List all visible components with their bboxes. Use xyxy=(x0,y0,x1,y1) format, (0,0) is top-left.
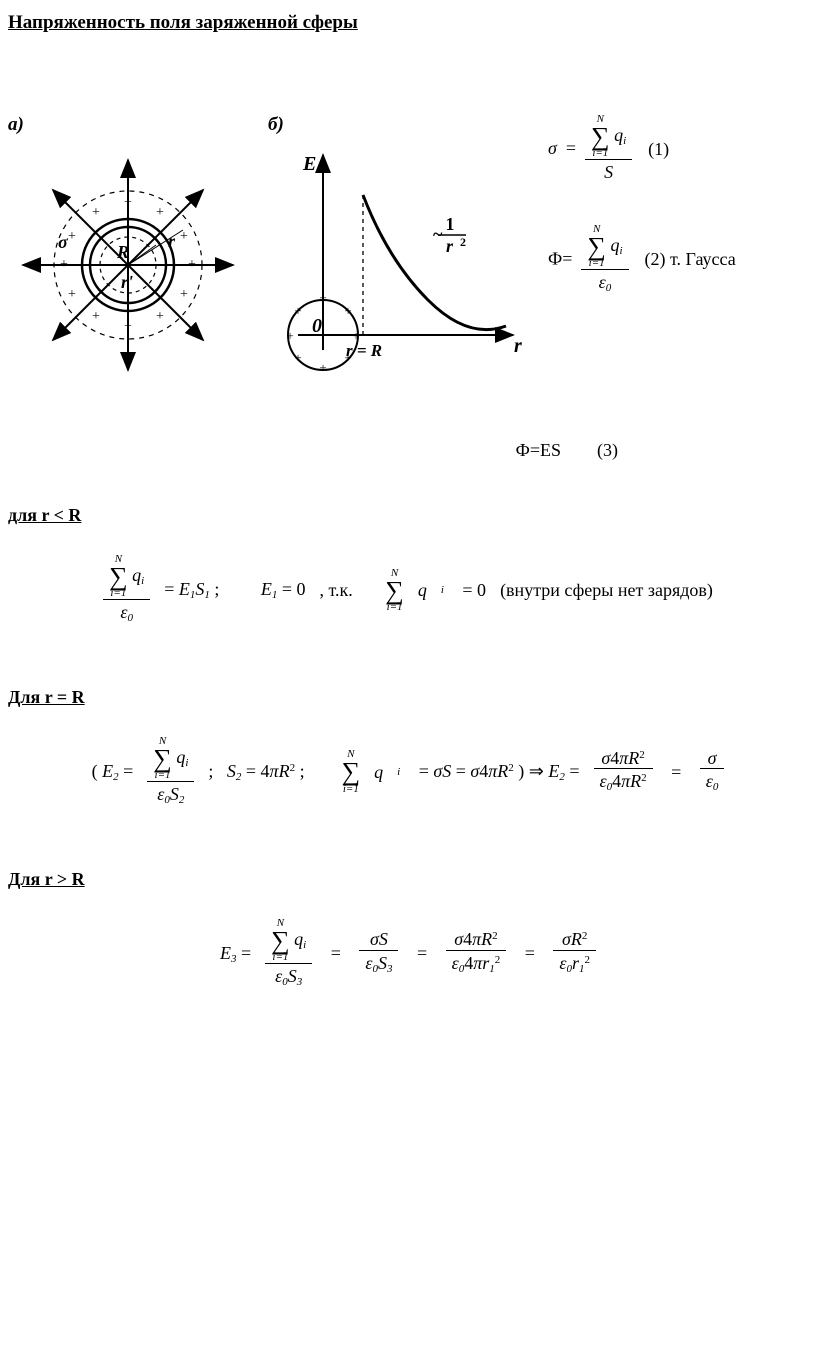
sub-i: i xyxy=(623,135,626,147)
svg-text:+: + xyxy=(92,205,100,220)
equation-3: Ф=ES xyxy=(516,440,561,460)
section-r-lt-R: для r < R xyxy=(8,505,808,526)
e30: 0 xyxy=(127,612,133,624)
figure-b-label: б) xyxy=(268,114,528,136)
svg-text:+: + xyxy=(68,229,76,244)
svg-text:+: + xyxy=(319,290,326,305)
page-title: Напряженность поля заряженной сферы xyxy=(8,12,808,34)
S: S xyxy=(604,162,613,182)
svg-text:2: 2 xyxy=(460,235,466,249)
derivation-r-eq-R: ( E2 = N∑i=1 qi ε0S2 ; S2 = 4πR2 ; N∑i=1… xyxy=(8,736,808,809)
E-vs-r-plot: ++ ++ ++ ++ E r 0 r = R ~ xyxy=(268,140,528,400)
svg-text:+: + xyxy=(286,328,293,343)
i1f: i=1 xyxy=(342,784,361,795)
svg-text:+: + xyxy=(294,303,301,318)
svg-text:σ: σ xyxy=(58,232,69,252)
equation-2: Ф= N ∑ i=1 qi ε0 (2) т. Гаусса xyxy=(548,224,808,297)
derivation-r-gt-R: E3 = N∑i=1 qi ε0S3 = σS ε0S3 = σ4πR2 ε04… xyxy=(8,918,808,991)
svg-text:+: + xyxy=(319,360,326,375)
svg-text:r': r' xyxy=(121,272,133,292)
svg-text:+: + xyxy=(156,205,164,220)
eps0: 0 xyxy=(606,282,612,294)
page: Напряженность поля заряженной сферы а) xyxy=(0,0,816,1362)
side-equations: σ = N ∑ i=1 qi S (1 xyxy=(548,114,808,334)
i4: i xyxy=(441,584,444,596)
i1g: i=1 xyxy=(271,952,290,963)
svg-text:+: + xyxy=(188,257,196,272)
svg-text:r = R: r = R xyxy=(346,341,382,360)
i1c: i=1 xyxy=(109,588,128,599)
figure-a-label: а) xyxy=(8,114,268,136)
svg-text:R: R xyxy=(116,242,129,262)
i3: i xyxy=(141,575,144,587)
q: q xyxy=(614,125,623,145)
eqnum-1: (1) xyxy=(648,139,669,160)
inside-note: (внутри сферы нет зарядов) xyxy=(500,580,713,601)
svg-text:+: + xyxy=(344,303,351,318)
q4: q xyxy=(418,580,427,601)
svg-text:+: + xyxy=(156,309,164,324)
svg-text:r: r xyxy=(514,335,522,357)
sub-i2: i xyxy=(619,244,622,256)
svg-text:+: + xyxy=(60,257,68,272)
svg-text:~: ~ xyxy=(433,224,443,244)
sphere-diagram: ++ ++ ++ ++ ++ ++ σ R r r' xyxy=(8,140,248,390)
figure-b: б) ++ ++ ++ xyxy=(268,114,528,400)
svg-text:+: + xyxy=(68,287,76,302)
svg-text:+: + xyxy=(294,350,301,365)
tk: , т.к. xyxy=(320,580,353,601)
sum-i1: i=1 xyxy=(591,148,610,159)
eps: ε xyxy=(599,272,606,292)
svg-text:1: 1 xyxy=(446,214,455,234)
i1d: i=1 xyxy=(385,602,404,613)
eqnum-3: (3) xyxy=(597,440,618,460)
svg-text:+: + xyxy=(124,319,132,334)
section-r-eq-R: Для r = R xyxy=(8,687,808,708)
eqnum-2: (2) т. Гаусса xyxy=(645,249,736,270)
equation-1: σ = N ∑ i=1 qi S (1 xyxy=(548,114,808,186)
figure-a: а) xyxy=(8,114,268,390)
svg-text:E: E xyxy=(302,153,316,175)
section-r-gt-R: Для r > R xyxy=(8,869,808,890)
i1e: i=1 xyxy=(153,770,172,781)
q3: q xyxy=(132,565,141,585)
svg-text:+: + xyxy=(180,287,188,302)
svg-text:0: 0 xyxy=(312,315,322,337)
svg-text:r: r xyxy=(168,231,176,251)
Phi: Ф xyxy=(548,248,562,268)
sigma: σ xyxy=(548,138,557,158)
svg-text:+: + xyxy=(124,195,132,210)
sum-i1b: i=1 xyxy=(587,258,606,269)
svg-text:+: + xyxy=(92,309,100,324)
svg-text:r: r xyxy=(446,236,454,256)
derivation-r-lt-R: N∑i=1 qi ε0 = E1S1 ; E1 = 0 , т.к. N∑i=1… xyxy=(8,554,808,627)
figure-row: а) xyxy=(8,114,808,400)
equation-3-row: Ф=ES (3) xyxy=(8,440,808,461)
